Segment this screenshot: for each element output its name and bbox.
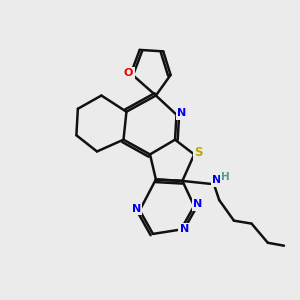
Text: N: N [212,175,221,185]
Text: N: N [193,200,202,209]
Text: N: N [131,204,141,214]
Text: S: S [194,146,203,159]
Text: O: O [124,68,133,78]
Text: H: H [221,172,230,182]
Text: N: N [180,224,189,235]
Text: N: N [177,108,186,118]
